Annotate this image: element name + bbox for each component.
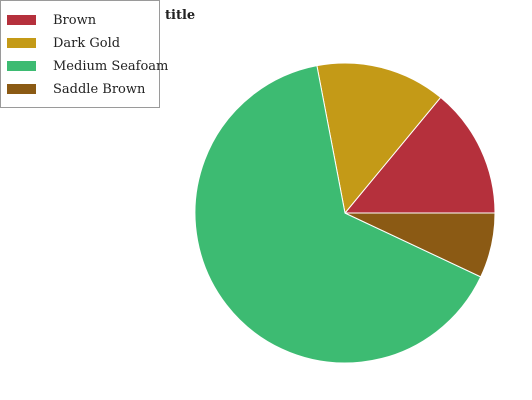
pie-slice-brown: [343, 96, 496, 214]
legend-label-saddle-brown: Saddle Brown: [53, 81, 146, 97]
legend-label-brown: Brown: [53, 12, 97, 28]
legend-swatch-brown: [7, 15, 36, 25]
legend-swatch-dark-gold: [7, 38, 36, 48]
legend-label-dark-gold: Dark Gold: [53, 35, 121, 51]
chart-title: title: [165, 8, 196, 23]
legend-item-dark-gold: Dark Gold: [7, 35, 120, 51]
legend-swatch-medium-seafoam: [7, 61, 36, 71]
legend-item-medium-seafoam: Medium Seafoam: [7, 58, 168, 74]
pie-slices: [194, 62, 496, 364]
legend-label-medium-seafoam: Medium Seafoam: [53, 58, 169, 74]
legend-item-brown: Brown: [7, 12, 96, 28]
legend-item-saddle-brown: Saddle Brown: [7, 81, 145, 97]
pie-slice-medium-seafoam: [194, 65, 482, 364]
legend-swatch-saddle-brown: [7, 84, 36, 94]
legend: Brown Dark Gold Medium Seafoam Saddle Br…: [0, 0, 168, 108]
pie-slice-saddle-brown: [344, 212, 496, 278]
pie-slice-dark-gold: [316, 62, 442, 215]
